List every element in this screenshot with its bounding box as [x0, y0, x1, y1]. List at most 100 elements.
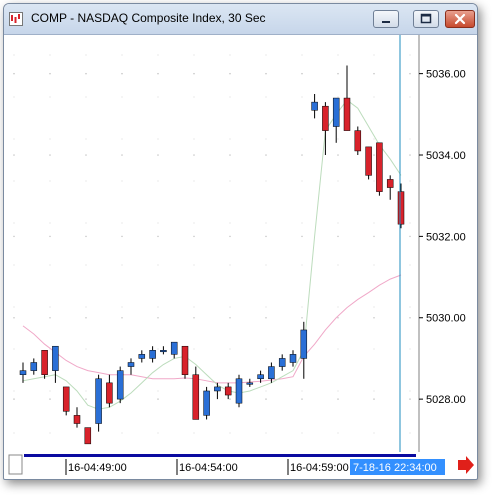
grid-dot	[13, 222, 15, 224]
candle-up[interactable]	[278, 358, 286, 367]
candle-up[interactable]	[268, 366, 275, 380]
grid-dot	[337, 316, 339, 319]
candle-down[interactable]	[343, 97, 351, 131]
grid-dot	[13, 390, 15, 392]
grid-dot	[193, 222, 195, 224]
candle-up[interactable]	[300, 329, 308, 359]
candle-up[interactable]	[149, 350, 156, 359]
grid-dot	[229, 138, 231, 140]
candle-up[interactable]	[52, 345, 59, 371]
grid-dot	[265, 235, 267, 238]
candle-down[interactable]	[354, 130, 362, 152]
grid-dot	[49, 316, 51, 319]
candle-down[interactable]	[106, 382, 113, 404]
grid-dot	[265, 316, 267, 319]
grid-dot	[49, 72, 51, 75]
candle-up[interactable]	[235, 378, 243, 404]
grid-dot	[229, 96, 231, 98]
grid-dot	[49, 390, 51, 392]
candle-down[interactable]	[386, 179, 394, 188]
grid-dot	[85, 154, 87, 156]
grid-dot	[373, 222, 375, 224]
candle-up[interactable]	[257, 374, 264, 380]
grid-dot	[229, 432, 231, 434]
grid-dot	[85, 222, 87, 224]
time-label: 16-04:59:00	[290, 462, 349, 474]
chart-window: COMP - NASDAQ Composite Index, 30 Sec 50…	[3, 3, 478, 480]
candle-down[interactable]	[41, 350, 48, 375]
grid-dot	[409, 398, 411, 400]
grid-dot	[373, 264, 375, 266]
grid-dot	[121, 154, 123, 156]
candle-down[interactable]	[397, 191, 405, 225]
grid-dot	[49, 235, 51, 238]
grid-dot	[301, 72, 303, 75]
candle-down[interactable]	[192, 374, 200, 420]
candle-down[interactable]	[73, 415, 81, 424]
cursor-time-label: 7-18-16 22:34:00	[353, 462, 437, 474]
grid-dot	[193, 348, 195, 350]
candle-up[interactable]	[19, 370, 27, 375]
grid-dot	[157, 306, 159, 308]
title-bar[interactable]: COMP - NASDAQ Composite Index, 30 Sec	[4, 4, 477, 35]
grid-dot	[121, 138, 123, 140]
scrollbar[interactable]	[24, 454, 416, 457]
candle-down[interactable]	[62, 386, 70, 412]
grid-dot	[373, 348, 375, 350]
price-label: 5030.00	[426, 313, 466, 325]
grid-dot	[85, 306, 87, 308]
grid-dot	[409, 54, 411, 56]
candle-up[interactable]	[127, 362, 135, 367]
candle-down[interactable]	[365, 146, 372, 176]
candle-up[interactable]	[116, 370, 124, 400]
candle-down[interactable]	[181, 345, 189, 375]
grid-dot	[193, 264, 195, 266]
scroll-right-arrow-icon[interactable]	[458, 456, 474, 474]
grid-dot	[265, 348, 267, 350]
grid-dot	[265, 390, 267, 392]
scroll-box[interactable]	[8, 454, 23, 475]
grid-dot	[229, 316, 231, 319]
candle-up[interactable]	[30, 362, 38, 371]
candle-down[interactable]	[376, 142, 383, 192]
candle-down[interactable]	[84, 427, 92, 445]
candle-up[interactable]	[214, 386, 221, 392]
cursor-time-highlight	[350, 459, 445, 475]
minimize-button[interactable]	[373, 10, 399, 28]
candle-up[interactable]	[289, 354, 297, 363]
candle-up[interactable]	[160, 350, 167, 353]
candle-up[interactable]	[170, 341, 178, 355]
grid-dot	[265, 398, 267, 400]
maximize-button[interactable]	[413, 10, 439, 28]
grid-dot	[265, 264, 267, 266]
grid-dot	[121, 306, 123, 308]
candle-up[interactable]	[332, 97, 340, 127]
grid-dot	[157, 264, 159, 266]
grid-dot	[193, 306, 195, 308]
grid-dot	[85, 180, 87, 182]
grid-dot	[301, 222, 303, 224]
grid-dot	[229, 72, 231, 75]
price-label: 5034.00	[426, 150, 466, 162]
candle-up[interactable]	[203, 390, 210, 416]
grid-dot	[121, 316, 123, 319]
price-chart[interactable]: 5036.00 5034.00 5032.00 5030.00 5028.00 16-0…	[4, 35, 477, 479]
close-button[interactable]	[445, 10, 475, 28]
candle-up[interactable]	[246, 382, 254, 385]
candle-down[interactable]	[322, 105, 329, 131]
candle-down[interactable]	[224, 386, 232, 396]
grid-dot	[409, 390, 411, 392]
grid-dot	[337, 306, 339, 308]
candle-up[interactable]	[95, 378, 102, 424]
grid-dot	[13, 154, 15, 156]
candle-up[interactable]	[138, 354, 146, 359]
grid-dot	[85, 390, 87, 392]
grid-dot	[301, 306, 303, 308]
grid-dot	[373, 432, 375, 434]
candle-up[interactable]	[311, 101, 318, 111]
grid-dot	[337, 348, 339, 350]
grid-dot	[229, 154, 231, 156]
grid-dot	[409, 264, 411, 266]
grid-dot	[49, 222, 51, 224]
grid-dot	[409, 306, 411, 308]
